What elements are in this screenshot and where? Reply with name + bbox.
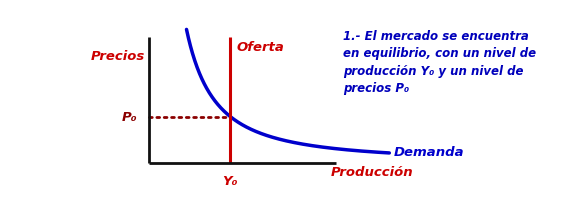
Text: P₀: P₀ [122, 110, 137, 123]
Text: Producción: Producción [331, 165, 413, 178]
Text: Demanda: Demanda [394, 145, 465, 158]
Text: Oferta: Oferta [237, 41, 285, 54]
Text: Precios: Precios [91, 50, 145, 63]
Text: 1.- El mercado se encuentra
en equilibrio, con un nivel de
producción Y₀ y un ni: 1.- El mercado se encuentra en equilibri… [343, 29, 536, 95]
Text: Y₀: Y₀ [222, 174, 238, 187]
